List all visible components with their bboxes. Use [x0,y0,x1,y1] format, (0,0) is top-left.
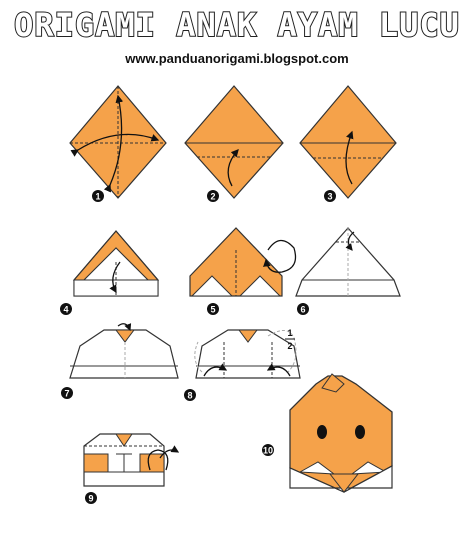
diagram-title: ORIGAMI ANAK AYAM LUCU [13,5,460,45]
step-8-figure [194,329,301,379]
step-7-figure [69,323,179,379]
step-10-chick-figure [289,373,393,493]
step-number-label: 8 [187,391,192,401]
step-2-figure [184,85,284,199]
step-number-label: 9 [88,494,93,504]
step-4-number: 4 [60,303,72,315]
step-6-figure [295,227,401,297]
website-url[interactable]: www.panduanorigami.blogspot.com [125,51,349,66]
fraction-note: 1 2 [285,328,295,351]
step-number-label: 2 [210,192,215,202]
step-5-figure [189,227,297,297]
step-1-figure [69,85,167,199]
step-7-number: 7 [61,387,73,399]
step-number-label: 7 [64,389,69,399]
step-5-number: 5 [207,303,219,315]
step-9-figure [83,433,180,487]
step-10-number: 10 [262,444,274,456]
step-4-figure [72,230,160,297]
step-number-label: 1 [95,192,100,202]
fraction-denominator: 2 [287,341,292,351]
fraction-numerator: 1 [287,328,292,338]
step-6-number: 6 [297,303,309,315]
left-eye [317,425,327,439]
right-eye [355,425,365,439]
step-2-number: 2 [207,190,219,202]
step-9-number: 9 [85,492,97,504]
step-3-number: 3 [324,190,336,202]
step-number-label: 6 [300,305,305,315]
step-8-number: 8 [184,389,196,401]
step-number-label: 5 [210,305,215,315]
step-1-number: 1 [92,190,104,202]
step-number-label: 10 [263,446,273,456]
step-number-label: 4 [63,305,68,315]
step-3-figure [299,85,397,199]
step-number-label: 3 [327,192,332,202]
